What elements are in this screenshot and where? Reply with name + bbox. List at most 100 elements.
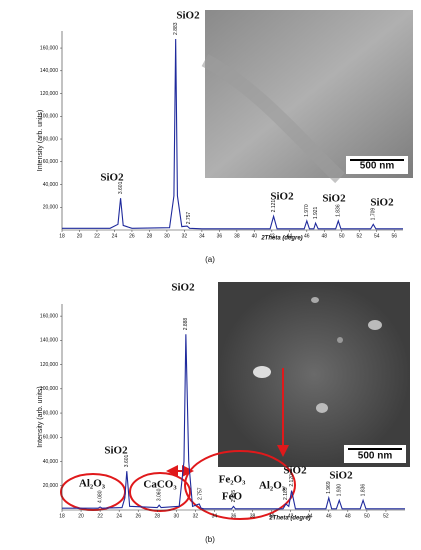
y-tick-label: 160,000 (40, 45, 58, 51)
y-tick-label: 120,000 (40, 91, 58, 97)
y-tick-label: 20,000 (43, 205, 59, 211)
y-tick-label: 140,000 (40, 338, 58, 344)
y-tick-label: 60,000 (43, 435, 59, 441)
x-tick-label: 52 (357, 233, 363, 239)
x-tick-label: 28 (147, 233, 153, 239)
y-tick-label: 80,000 (43, 136, 59, 142)
x-tick-label: 30 (164, 233, 170, 239)
phase-label: SiO2 (329, 470, 353, 482)
peak-label: 2.495 (231, 490, 237, 503)
x-tick-label: 24 (116, 513, 122, 519)
y-tick-label: 60,000 (43, 159, 59, 165)
x-tick-label: 26 (129, 233, 135, 239)
x-tick-label: 56 (391, 233, 397, 239)
peak-label: 1.970 (304, 204, 310, 217)
x-tick-label: 18 (59, 233, 65, 239)
x-axis-label: 2Theta (degre) (260, 236, 302, 242)
y-tick-label: 40,000 (43, 182, 59, 188)
x-tick-label: 36 (231, 513, 237, 519)
x-tick-label: 48 (345, 513, 351, 519)
peak-label: 2.121 (271, 200, 277, 213)
phase-label: SiO2 (171, 282, 195, 294)
xrd-line (62, 38, 403, 230)
phase-label: SiO2 (322, 193, 346, 205)
x-tick-label: 42 (269, 233, 275, 239)
x-tick-label: 28 (154, 513, 160, 519)
phase-label: FeO (222, 491, 243, 503)
x-tick-label: 34 (212, 513, 218, 519)
x-tick-label: 44 (287, 233, 293, 239)
peak-label: 1.921 (313, 206, 319, 219)
phase-label: SiO2 (270, 191, 294, 203)
highlight (60, 368, 296, 520)
xrd-line (62, 334, 405, 510)
x-tick-label: 22 (97, 513, 103, 519)
x-tick-label: 24 (112, 233, 118, 239)
sem-image (218, 282, 410, 467)
peak-label: 3.601 (124, 454, 130, 467)
peak-label: 3.060 (157, 488, 163, 501)
y-tick-label: 120,000 (40, 362, 58, 368)
x-tick-label: 50 (339, 233, 345, 239)
caption: (b) (205, 535, 215, 544)
phase-label: CaCO₃ (143, 479, 177, 491)
y-axis-label: Intensity (arb. units) (37, 386, 44, 447)
x-tick-label: 38 (234, 233, 240, 239)
x-tick-label: 50 (364, 513, 370, 519)
x-tick-label: 48 (322, 233, 328, 239)
y-axis-label: Intensity (arb. units) (37, 110, 44, 171)
y-tick-label: 20,000 (43, 483, 59, 489)
phase-label: Al₂O₃ (259, 480, 286, 492)
y-tick-label: 100,000 (40, 386, 58, 392)
x-tick-label: 44 (307, 513, 313, 519)
x-tick-label: 46 (326, 513, 332, 519)
peak-label: 2.185 (283, 487, 289, 500)
sem-image (201, 10, 413, 184)
x-axis-label: 2Theta (degre) (268, 516, 310, 522)
x-tick-label: 40 (252, 233, 258, 239)
x-tick-label: 54 (374, 233, 380, 239)
phase-label: SiO2 (100, 172, 124, 184)
x-tick-label: 30 (174, 513, 180, 519)
x-tick-label: 18 (59, 513, 65, 519)
scale-bar-label: 500 nm (358, 451, 393, 462)
x-tick-label: 36 (217, 233, 223, 239)
x-tick-label: 52 (383, 513, 389, 519)
peak-label: 2.883 (173, 22, 179, 35)
peak-label: 1.930 (337, 484, 343, 497)
phase-label: SiO2 (370, 197, 394, 209)
y-tick-label: 160,000 (40, 313, 58, 319)
peak-label: 3.601 (118, 181, 124, 194)
y-tick-label: 140,000 (40, 68, 58, 74)
caption: (a) (205, 255, 215, 264)
x-tick-label: 32 (193, 513, 199, 519)
phase-label: Al₂O₃ (79, 478, 106, 490)
peak-label: 1.836 (336, 204, 342, 217)
x-tick-label: 34 (199, 233, 205, 239)
x-tick-label: 46 (304, 233, 310, 239)
peak-label: 2.757 (197, 487, 203, 500)
peak-label: 1.836 (360, 484, 366, 497)
y-tick-label: 40,000 (43, 459, 59, 465)
x-tick-label: 42 (288, 513, 294, 519)
y-tick-label: 80,000 (43, 410, 59, 416)
x-tick-label: 40 (269, 513, 275, 519)
x-tick-label: 20 (77, 233, 83, 239)
y-tick-label: 100,000 (40, 114, 58, 120)
phase-label: SiO2 (283, 465, 307, 477)
phase-label: SiO2 (104, 445, 128, 457)
peak-label: 1.969 (326, 481, 332, 494)
x-tick-label: 22 (94, 233, 100, 239)
peak-label: 2.888 (183, 318, 189, 331)
x-tick-label: 38 (250, 513, 256, 519)
phase-label: SiO2 (176, 10, 200, 22)
peak-label: 2.120 (289, 474, 295, 487)
phase-label: Fe₂O₃ (219, 474, 246, 486)
scale-bar-label: 500 nm (360, 161, 395, 172)
x-tick-label: 26 (135, 513, 141, 519)
peak-label: 1.709 (371, 208, 377, 221)
x-tick-label: 32 (182, 233, 188, 239)
x-tick-label: 20 (78, 513, 84, 519)
peak-label: 4.080 (97, 490, 103, 503)
